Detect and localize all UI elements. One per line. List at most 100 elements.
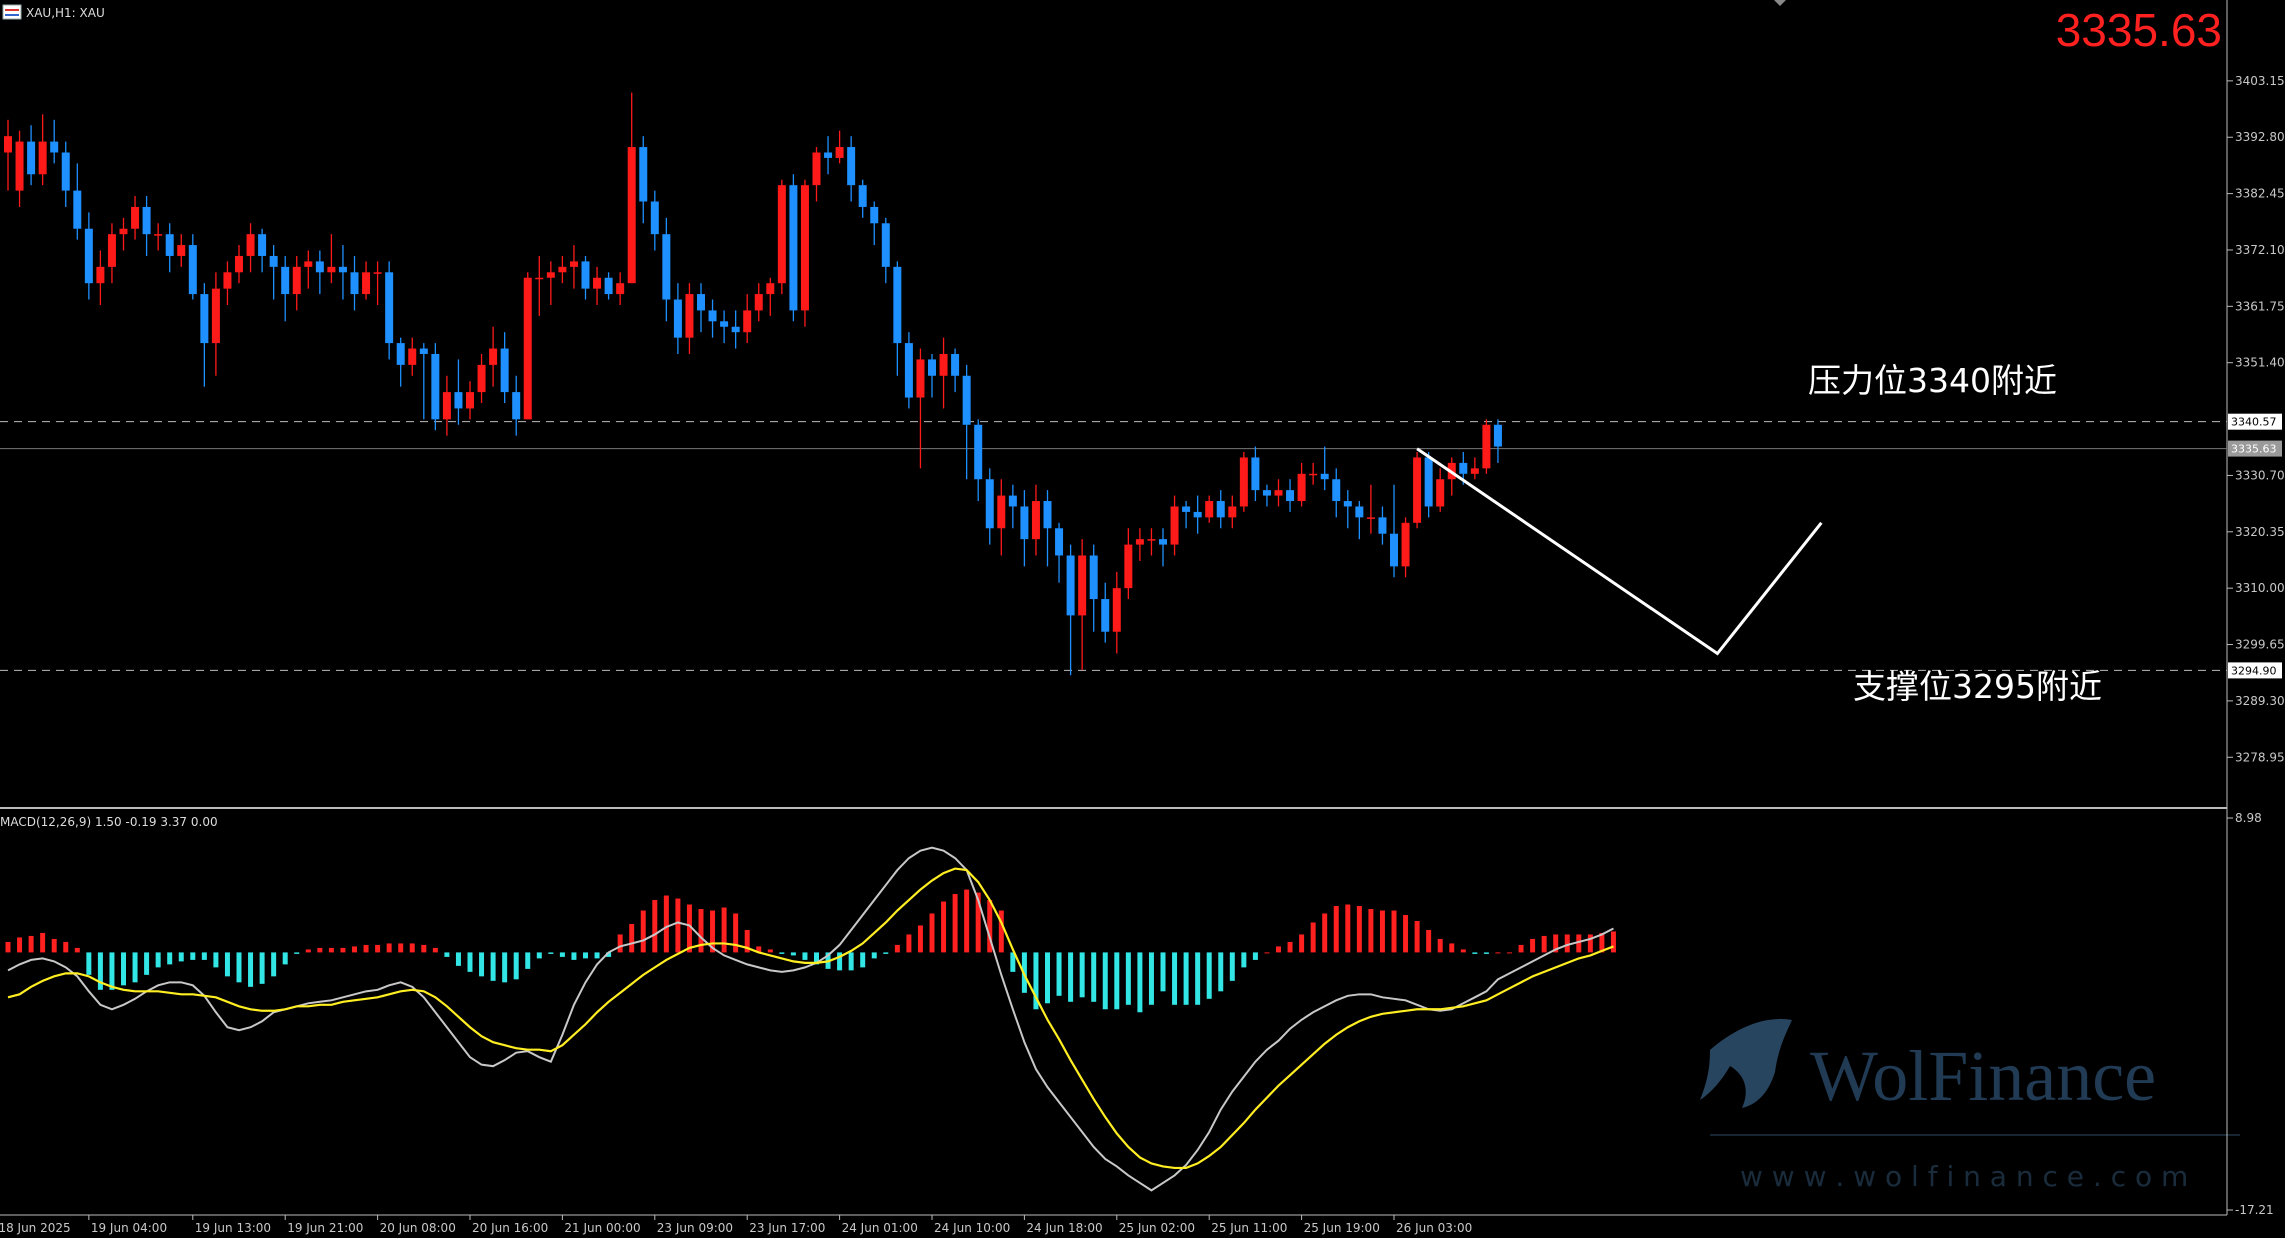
- candle-body: [962, 375, 971, 425]
- candle: [1343, 490, 1352, 529]
- macd-hist-bar: [97, 952, 103, 990]
- macd-axis-ticks: 8.98 -17.21: [2227, 811, 2274, 1217]
- candle: [835, 130, 844, 164]
- macd-hist-bar: [502, 952, 508, 983]
- macd-hist-bar: [294, 952, 300, 954]
- candle-body: [720, 321, 729, 327]
- macd-hist-bar: [1576, 934, 1582, 953]
- candle-body: [1205, 501, 1214, 518]
- resistance-label: 压力位3340附近: [1808, 361, 2057, 400]
- candle-body: [38, 141, 47, 175]
- candle-body: [870, 206, 879, 224]
- candle-body: [1366, 517, 1375, 519]
- candle: [1366, 484, 1375, 534]
- candle: [1493, 419, 1502, 463]
- macd-hist-bar: [513, 952, 519, 980]
- candle-body: [812, 152, 821, 186]
- macd-hist-bar: [906, 934, 912, 953]
- macd-hist-bar: [975, 892, 981, 953]
- macd-hist-bar: [721, 907, 727, 953]
- candle: [1020, 490, 1029, 567]
- macd-hist-bar: [1472, 952, 1478, 954]
- macd-hist-bar: [201, 952, 207, 960]
- candle: [1135, 528, 1144, 561]
- candle: [1193, 495, 1202, 534]
- price-tick-label: 3310.00: [2235, 581, 2285, 595]
- time-axis-ticks: 18 Jun 2025 19 Jun 04:00 19 Jun 13:00 19 Ju…: [0, 1215, 1472, 1235]
- macd-hist-bar: [536, 952, 542, 959]
- macd-hist-bar: [1045, 952, 1050, 1004]
- candle-body: [454, 392, 463, 409]
- price-tick-label: 3289.30: [2235, 694, 2285, 708]
- candle: [500, 332, 509, 403]
- macd-hist-bar: [802, 952, 808, 960]
- time-tick-label: 19 Jun 13:00: [195, 1221, 271, 1235]
- candle: [1413, 452, 1422, 529]
- candle: [881, 217, 890, 284]
- macd-hist-bar: [733, 913, 739, 953]
- candle-body: [500, 348, 509, 393]
- macd-hist-bar: [1218, 952, 1224, 992]
- macd-tick-label: -17.21: [2235, 1203, 2274, 1217]
- candle-body: [1228, 506, 1237, 518]
- candle: [870, 201, 879, 246]
- price-tick-label: 3278.95: [2235, 750, 2285, 764]
- candle: [1066, 544, 1075, 676]
- macd-hist-bar: [571, 952, 577, 960]
- macd-hist-bar: [1345, 904, 1351, 953]
- candle: [442, 375, 451, 436]
- candle-body: [1008, 495, 1017, 507]
- macd-hist-bar: [987, 900, 993, 953]
- candle-body: [1193, 511, 1202, 518]
- macd-hist-bar: [467, 952, 473, 972]
- candle: [616, 272, 625, 305]
- macd-hist-bar: [17, 937, 23, 953]
- candle: [84, 212, 93, 300]
- candle-body: [985, 479, 994, 529]
- candle: [639, 136, 648, 224]
- price-levels: 3340.57 3335.63 3294.90: [0, 413, 2282, 679]
- macd-hist-bar: [1195, 952, 1201, 1005]
- candle: [396, 337, 405, 387]
- candle-body: [4, 136, 12, 153]
- candle-body: [385, 272, 394, 344]
- macd-hist-bar: [1033, 952, 1039, 1010]
- candle: [350, 255, 359, 311]
- macd-hist-bar: [790, 952, 796, 956]
- candle-body: [893, 266, 902, 344]
- candle-body: [1390, 533, 1398, 567]
- candle: [1124, 528, 1133, 600]
- candle: [408, 337, 417, 376]
- candle: [38, 114, 47, 186]
- macd-hist-bar: [744, 929, 750, 953]
- candle: [1216, 490, 1225, 529]
- candle: [1274, 479, 1283, 507]
- candle-body: [1262, 490, 1271, 496]
- symbol-label: XAU,H1: XAU: [26, 6, 105, 20]
- time-tick-label: 24 Jun 18:00: [1026, 1221, 1102, 1235]
- candle-body: [15, 141, 24, 191]
- candle-body: [235, 255, 243, 273]
- candle: [558, 255, 567, 284]
- candle-body: [246, 234, 255, 256]
- candle-body: [50, 141, 59, 153]
- candle-body: [373, 272, 382, 274]
- candle: [1482, 419, 1491, 474]
- candle: [61, 141, 70, 207]
- candle: [604, 272, 613, 300]
- candle-body: [708, 310, 717, 322]
- macd-hist-bar: [1518, 944, 1524, 953]
- candle: [1251, 446, 1260, 502]
- candle-body: [61, 152, 70, 191]
- macd-hist-bar: [1530, 938, 1536, 953]
- candle: [246, 223, 255, 273]
- candle-body: [951, 353, 960, 376]
- macd-hist-bar: [814, 952, 819, 965]
- candle-body: [546, 272, 555, 278]
- candle-body: [408, 348, 417, 365]
- macd-hist-bar: [282, 952, 288, 965]
- price-tick-label: 3361.75: [2235, 299, 2285, 313]
- watermark: WolFinance w w w . w o l f i n a n c e .…: [1700, 1018, 2240, 1193]
- macd-hist-bar: [1287, 941, 1293, 953]
- time-tick-label: 26 Jun 03:00: [1396, 1221, 1472, 1235]
